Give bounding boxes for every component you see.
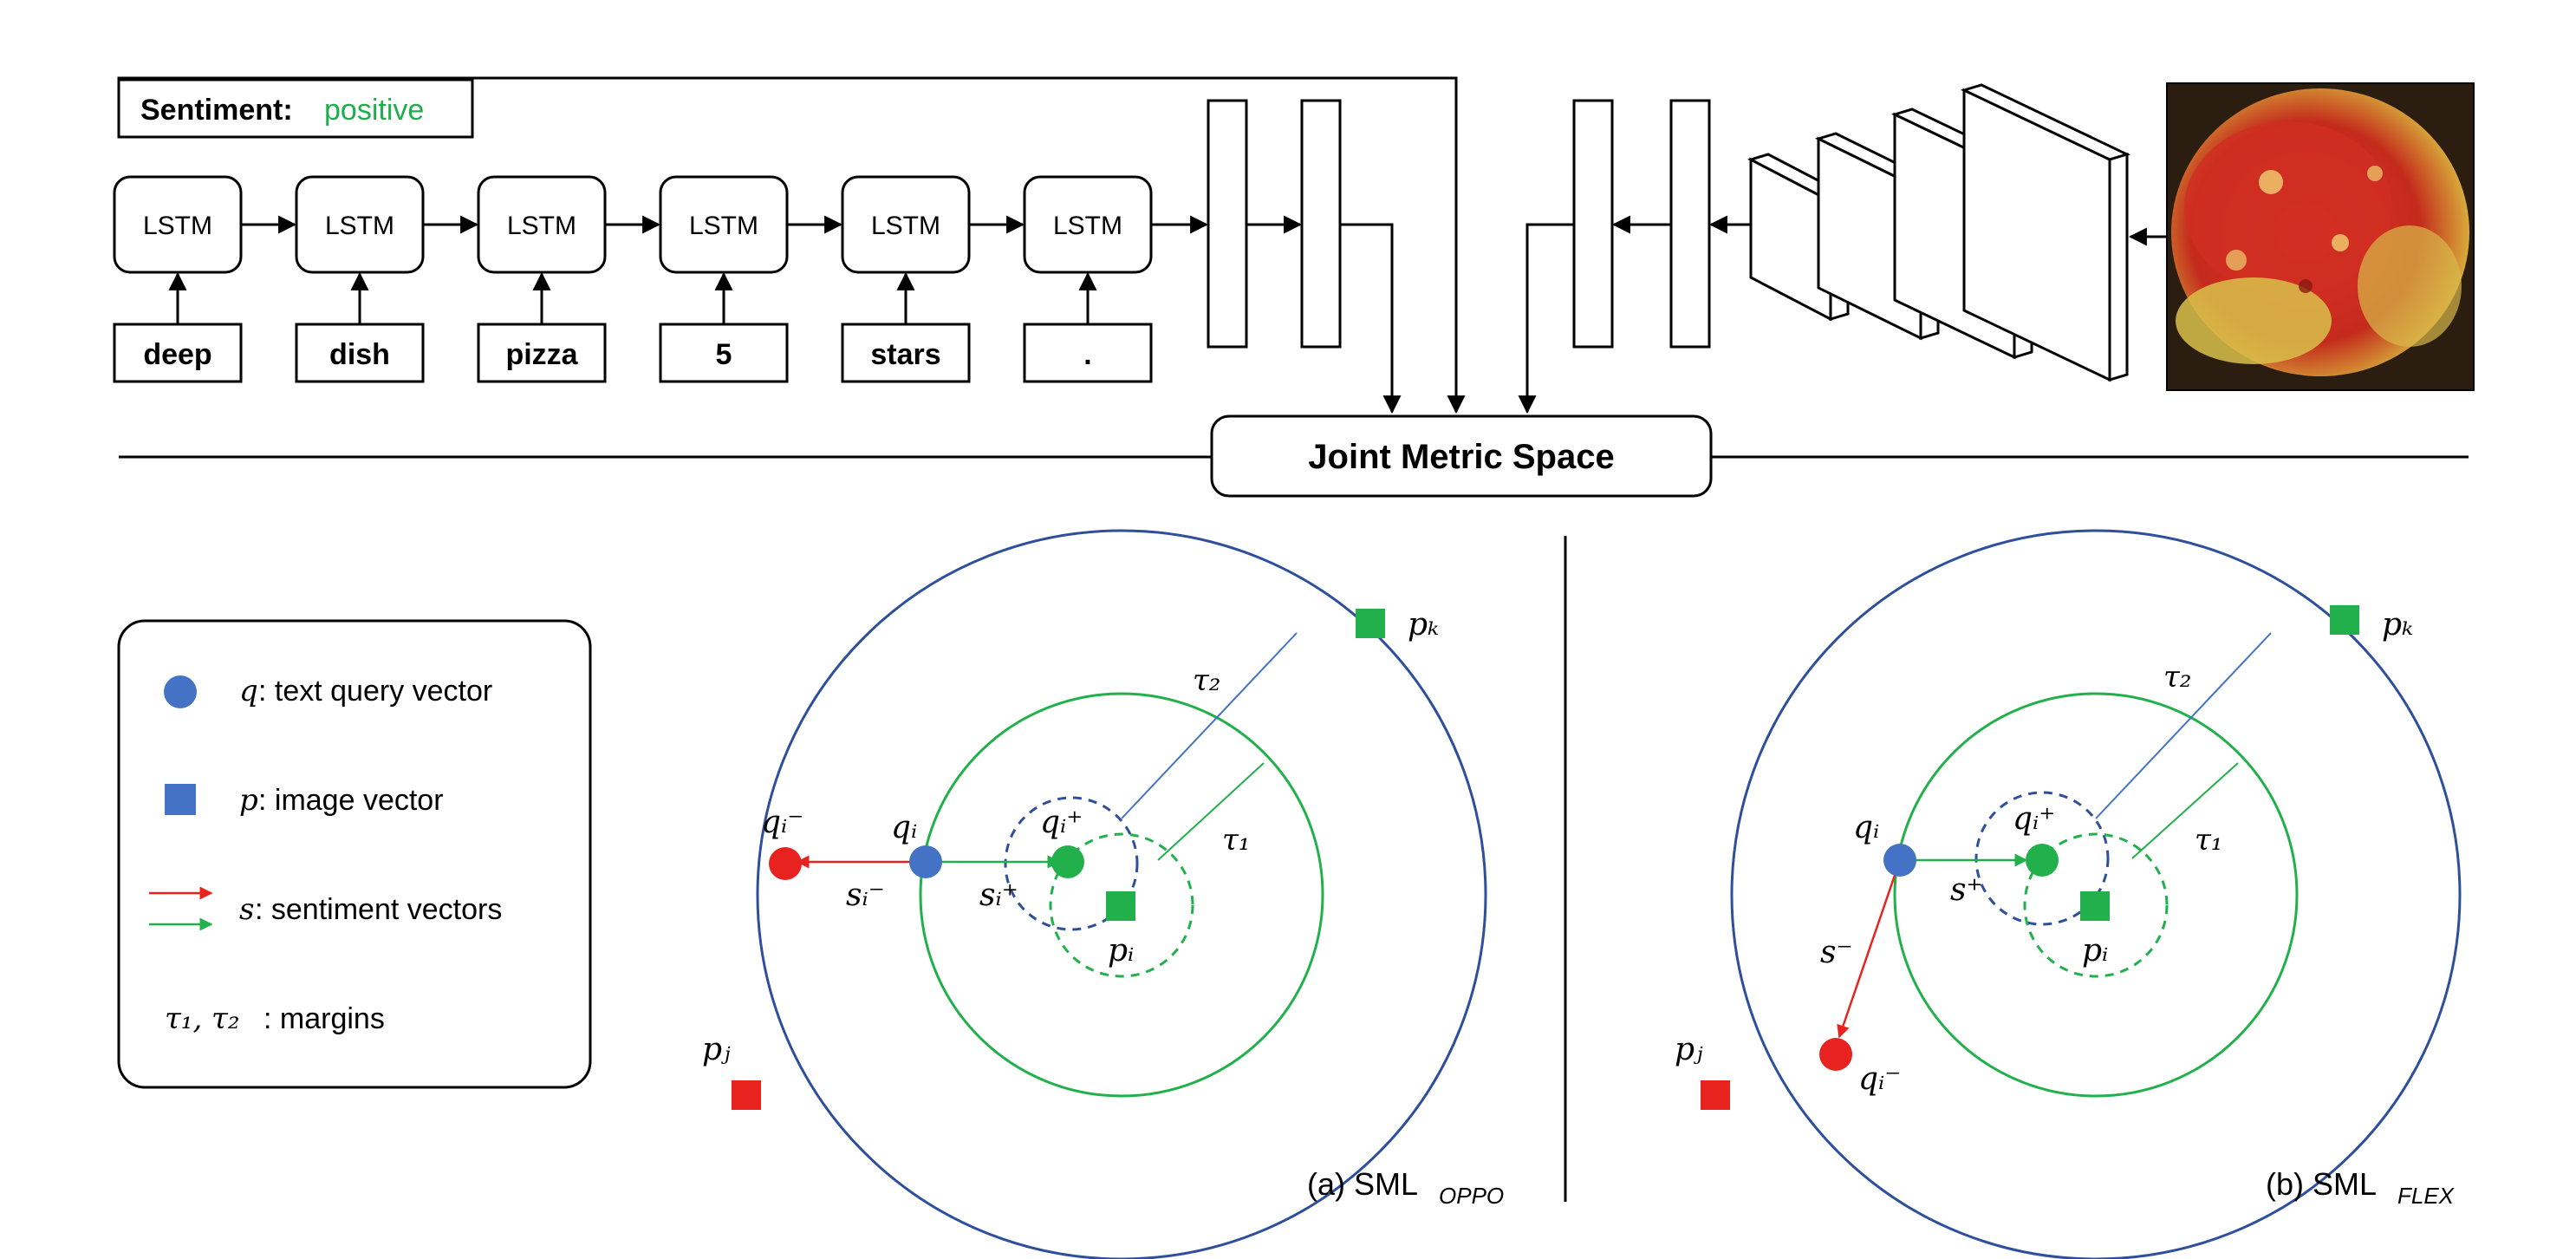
word-box: . [1023, 271, 1153, 383]
lstm-cell: LSTM [841, 175, 971, 274]
query-vector-icon [164, 675, 197, 708]
outer-margin-circle [756, 529, 1487, 1259]
cnn-blocks [1747, 83, 2131, 382]
svg-text:: sentiment vectors: : sentiment vectors [255, 893, 502, 926]
svg-text:qᵢ⁺: qᵢ⁺ [2013, 801, 2055, 837]
svg-text:τ₂: τ₂ [2163, 660, 2191, 695]
word-box: deep [113, 271, 243, 383]
svg-text:: margins: : margins [263, 1002, 385, 1035]
svg-text:pizza: pizza [505, 338, 578, 371]
lstm-cell: LSTM [659, 175, 789, 274]
svg-text:LSTM: LSTM [689, 212, 758, 240]
svg-text:5: 5 [716, 338, 732, 371]
pk-image-vector [2330, 605, 2359, 635]
tau2-radius [2095, 632, 2272, 819]
joint-metric-space: Joint Metric Space [1210, 414, 1713, 498]
word-box: pizza [477, 271, 607, 383]
pi-image-vector [1106, 891, 1135, 921]
outer-margin-circle [1730, 529, 2462, 1259]
qi-plus-vector [2026, 844, 2059, 877]
qi-query-vector [1883, 844, 1916, 877]
svg-text:pⱼ: pⱼ [702, 1032, 731, 1067]
svg-text:FLEX: FLEX [2397, 1183, 2456, 1209]
svg-text:sᵢ⁺: sᵢ⁺ [979, 877, 1018, 913]
tau1-radius [2131, 762, 2239, 859]
svg-text:pₖ: pₖ [1408, 607, 1439, 643]
svg-text:dish: dish [329, 338, 390, 371]
svg-text:τ₁, τ₂: τ₁, τ₂ [165, 1001, 240, 1036]
panel-b-sml-flex: τ₂ τ₁ pₖ pⱼ pᵢ qᵢ qᵢ⁺ qᵢ⁻ s⁺ s⁻ (b) SML … [1675, 529, 2462, 1259]
sentiment-value: positive [324, 94, 424, 127]
qi-query-vector [909, 845, 942, 878]
pizza-photo [2166, 82, 2475, 391]
lstm-cell: LSTM [477, 175, 607, 274]
qi-plus-vector [1051, 845, 1084, 878]
svg-text:LSTM: LSTM [1053, 212, 1122, 240]
svg-text:pⱼ: pⱼ [1675, 1032, 1703, 1067]
svg-text:LSTM: LSTM [507, 212, 576, 240]
lstm-cell: LSTM [113, 175, 243, 274]
svg-text:pᵢ: pᵢ [2082, 933, 2108, 969]
svg-text:pᵢ: pᵢ [1108, 933, 1134, 969]
lstm-cell: LSTM [295, 175, 425, 274]
image-fc-layers [1518, 99, 1751, 414]
tau2-radius [1121, 632, 1298, 819]
sentiment-connector [117, 76, 1466, 414]
svg-text:p: p [239, 783, 258, 818]
image-dashed-circle [2023, 832, 2169, 978]
word-box: dish [295, 271, 425, 383]
svg-text:pₖ: pₖ [2382, 607, 2413, 643]
svg-text:s⁻: s⁻ [1820, 935, 1852, 970]
svg-text:q: q [239, 674, 258, 708]
tau1-radius [1157, 762, 1265, 861]
svg-text:qᵢ: qᵢ [1853, 810, 1879, 845]
svg-text:stars: stars [870, 338, 940, 371]
query-plus-dashed-circle [1974, 791, 2110, 926]
legend: q : text query vector p : image vector s… [117, 619, 592, 1089]
svg-text:s⁺: s⁺ [1950, 872, 1982, 908]
svg-text:LSTM: LSTM [143, 212, 212, 240]
svg-text:τ₁: τ₁ [1222, 823, 1250, 858]
svg-text:: image vector: : image vector [258, 784, 444, 817]
pj-image-vector [732, 1080, 761, 1110]
svg-text:LSTM: LSTM [325, 212, 394, 240]
svg-text:qᵢ⁺: qᵢ⁺ [1040, 805, 1083, 840]
pi-image-vector [2080, 891, 2110, 921]
image-dashed-circle [1049, 832, 1194, 978]
inner-margin-circle [919, 692, 1324, 1098]
svg-text:OPPO: OPPO [1439, 1183, 1504, 1209]
svg-text:qᵢ⁻: qᵢ⁻ [1858, 1061, 1901, 1097]
svg-text:deep: deep [143, 338, 211, 371]
inner-margin-circle [1893, 692, 2299, 1098]
svg-text:τ₁: τ₁ [2195, 823, 2222, 858]
svg-text:qᵢ: qᵢ [891, 810, 917, 845]
lstm-chain: LSTM LSTM LSTM LSTM LSTM LSTM [113, 175, 1209, 274]
s-minus-arrow [1837, 859, 1902, 1039]
svg-text:Joint Metric Space: Joint Metric Space [1308, 438, 1614, 476]
svg-text:sᵢ⁻: sᵢ⁻ [846, 877, 885, 913]
sentiment-label: Sentiment: [140, 94, 293, 127]
svg-text:s: s [239, 892, 254, 927]
lstm-cell: LSTM [1023, 175, 1153, 274]
panel-a-sml-oppo: τ₂ τ₁ pₖ pⱼ pᵢ qᵢ qᵢ⁻ qᵢ⁺ sᵢ⁻ sᵢ⁺ (a) SM… [702, 529, 1504, 1259]
word-box: 5 [659, 271, 789, 383]
sentiment-box: Sentiment: positive [117, 78, 474, 139]
panel-b-caption: (b) SML [2266, 1166, 2377, 1202]
query-plus-dashed-circle [1004, 796, 1139, 931]
word-inputs: deep dish pizza 5 stars . [113, 271, 1153, 383]
qi-minus-vector [769, 847, 802, 880]
panel-a-caption: (a) SML [1307, 1166, 1418, 1202]
pk-image-vector [1356, 609, 1385, 638]
svg-text:LSTM: LSTM [871, 212, 940, 240]
svg-text:: text query vector: : text query vector [258, 675, 492, 708]
word-box: stars [841, 271, 971, 383]
qi-minus-vector [1819, 1038, 1852, 1071]
text-fc-layers [1207, 99, 1402, 414]
pj-image-vector [1701, 1080, 1730, 1110]
image-vector-icon [165, 784, 196, 815]
svg-text:τ₂: τ₂ [1193, 663, 1220, 698]
svg-text:.: . [1083, 338, 1091, 371]
svg-text:qᵢ⁻: qᵢ⁻ [761, 805, 803, 840]
